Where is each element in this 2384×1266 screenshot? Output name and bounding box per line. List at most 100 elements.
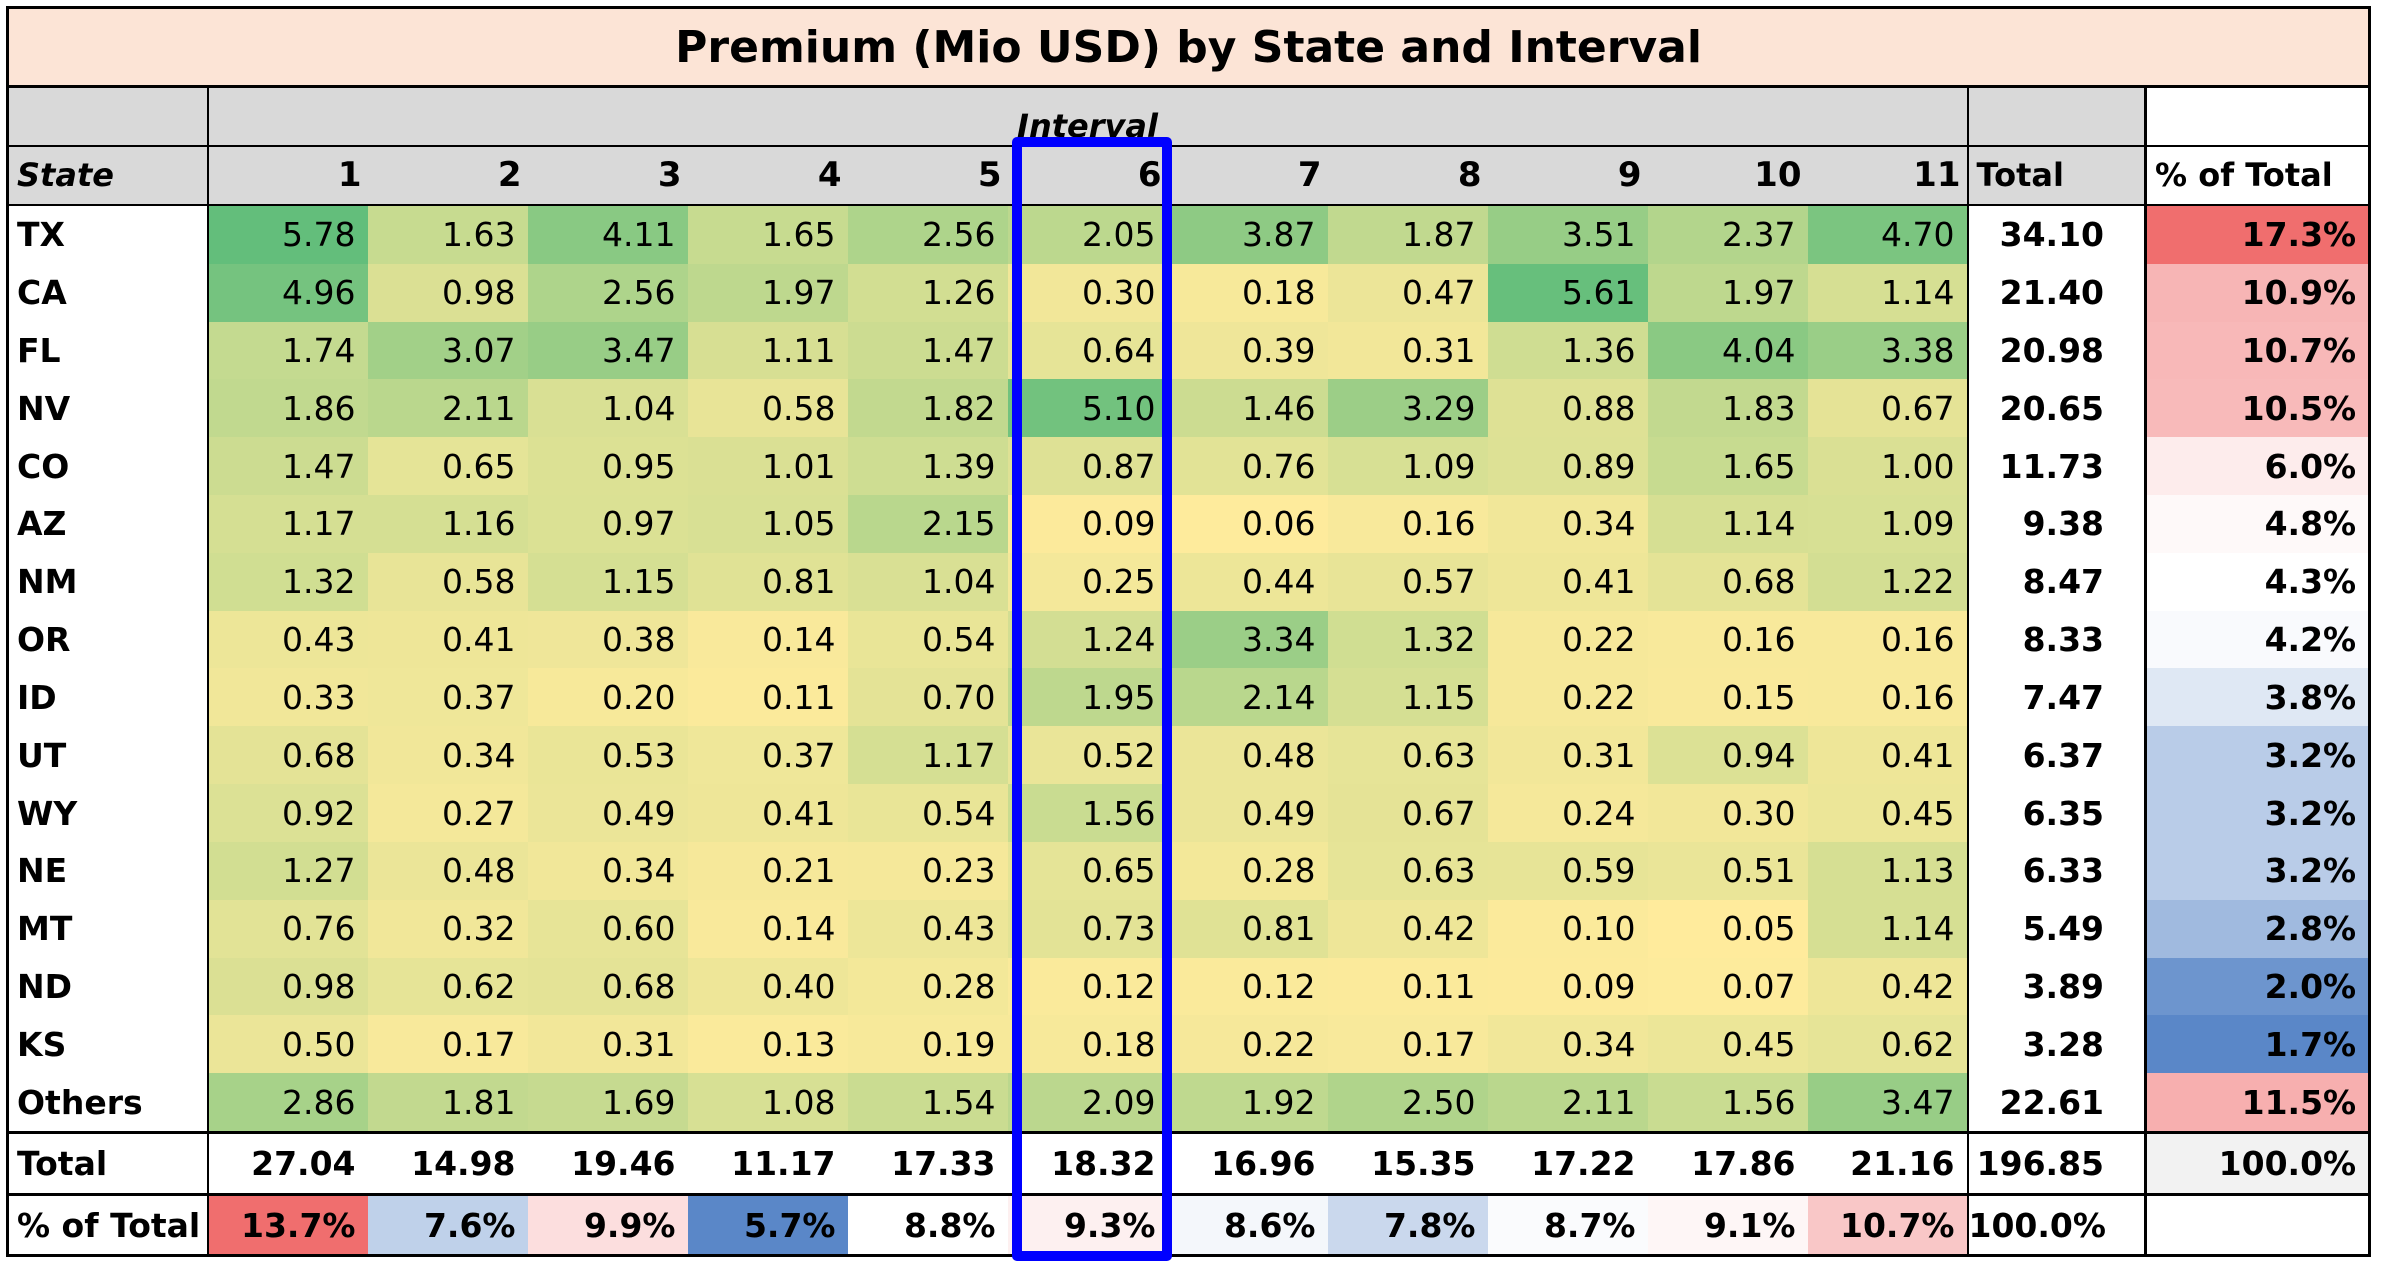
grand-total-cell: 196.85 (1966, 1131, 2147, 1196)
interval-header: Interval (206, 86, 1968, 146)
interval-column-header-3: 3 (527, 144, 688, 206)
value-cell: 5.78 (206, 204, 368, 264)
value-cell: 0.31 (527, 1015, 688, 1074)
value-cell: 0.76 (206, 899, 368, 958)
value-cell: 2.15 (847, 494, 1008, 553)
value-cell: 1.47 (206, 437, 368, 495)
column-pct-total-cell: 100.0% (1966, 1194, 2147, 1257)
value-cell: 0.48 (367, 841, 528, 900)
state-label: ID (6, 668, 208, 727)
row-pct-cell: 10.5% (2145, 379, 2372, 438)
row-total-cell: 6.33 (1966, 841, 2147, 900)
state-label: KS (6, 1015, 208, 1074)
value-cell: 2.50 (1327, 1073, 1488, 1133)
value-cell: 1.04 (527, 379, 688, 438)
interval-column-header-6: 6 (1007, 144, 1168, 206)
value-cell: 1.83 (1647, 379, 1808, 438)
row-pct-cell: 3.2% (2145, 726, 2372, 785)
value-cell: 0.31 (1327, 321, 1488, 380)
state-column-header: State (6, 144, 208, 206)
row-pct-cell: 6.0% (2145, 437, 2372, 495)
value-cell: 3.51 (1487, 204, 1648, 264)
value-cell: 0.22 (1487, 610, 1648, 669)
value-cell: 1.08 (687, 1073, 848, 1133)
value-cell: 0.17 (1327, 1015, 1488, 1074)
column-total-cell: 16.96 (1167, 1131, 1328, 1196)
value-cell: 1.14 (1807, 263, 1968, 322)
value-cell: 0.18 (1167, 263, 1328, 322)
column-pct-cell: 5.7% (687, 1194, 848, 1257)
value-cell: 1.16 (367, 494, 528, 553)
value-cell: 0.89 (1487, 437, 1648, 495)
total-row-label: Total (6, 1131, 208, 1196)
value-cell: 2.86 (206, 1073, 368, 1133)
value-cell: 0.62 (367, 957, 528, 1016)
value-cell: 0.31 (1487, 726, 1648, 785)
value-cell: 1.63 (367, 204, 528, 264)
column-total-cell: 11.17 (687, 1131, 848, 1196)
table-row: ID 0.33 0.37 0.20 0.11 0.70 1.95 2.14 1.15 0.22 0.… (6, 668, 2372, 727)
value-cell: 0.97 (527, 494, 688, 553)
value-cell: 1.46 (1167, 379, 1328, 438)
row-total-cell: 21.40 (1966, 263, 2147, 322)
table-title: Premium (Mio USD) by State and Interval (5, 5, 2372, 89)
value-cell: 0.68 (1647, 552, 1808, 611)
value-cell: 0.49 (527, 784, 688, 842)
value-cell: 0.23 (847, 841, 1008, 900)
row-pct-cell: 3.8% (2145, 668, 2372, 727)
state-label: AZ (6, 494, 208, 553)
value-cell: 0.64 (1007, 321, 1168, 380)
column-total-cell: 18.32 (1007, 1131, 1168, 1196)
value-cell: 0.10 (1487, 899, 1648, 958)
value-cell: 1.95 (1007, 668, 1168, 727)
value-cell: 0.63 (1327, 726, 1488, 785)
state-label: CA (6, 263, 208, 322)
value-cell: 0.49 (1167, 784, 1328, 842)
value-cell: 0.95 (527, 437, 688, 495)
table-row: CO 1.47 0.65 0.95 1.01 1.39 0.87 0.76 1.09 0.89 1.… (6, 437, 2372, 495)
interval-column-header-4: 4 (687, 144, 848, 206)
value-cell: 1.24 (1007, 610, 1168, 669)
value-cell: 0.17 (367, 1015, 528, 1074)
column-pct-cell: 9.1% (1647, 1194, 1808, 1257)
value-cell: 0.60 (527, 899, 688, 958)
value-cell: 1.97 (1647, 263, 1808, 322)
interval-column-header-10: 10 (1647, 144, 1808, 206)
value-cell: 0.47 (1327, 263, 1488, 322)
pct-column-header: % of Total (2145, 144, 2372, 206)
state-label: NV (6, 379, 208, 438)
row-pct-cell: 2.8% (2145, 899, 2372, 958)
interval-column-header-2: 2 (367, 144, 528, 206)
value-cell: 0.94 (1647, 726, 1808, 785)
state-label: ND (6, 957, 208, 1016)
total-column-header: Total (1966, 144, 2147, 206)
table-row: NE 1.27 0.48 0.34 0.21 0.23 0.65 0.28 0.63 0.59 0.… (6, 841, 2372, 900)
value-cell: 0.21 (687, 841, 848, 900)
table-row: WY 0.92 0.27 0.49 0.41 0.54 1.56 0.49 0.67 0.24 0.… (6, 784, 2372, 842)
value-cell: 0.76 (1167, 437, 1328, 495)
table-row: NM 1.32 0.58 1.15 0.81 1.04 0.25 0.44 0.57 0.41 0.… (6, 552, 2372, 611)
value-cell: 0.73 (1007, 899, 1168, 958)
state-label: TX (6, 204, 208, 264)
table-row: OR 0.43 0.41 0.38 0.14 0.54 1.24 3.34 1.32 0.22 0.… (6, 610, 2372, 669)
value-cell: 3.34 (1167, 610, 1328, 669)
value-cell: 0.16 (1807, 668, 1968, 727)
value-cell: 1.69 (527, 1073, 688, 1133)
table-row: CA 4.96 0.98 2.56 1.97 1.26 0.30 0.18 0.47 5.61 1.… (6, 263, 2372, 322)
value-cell: 1.11 (687, 321, 848, 380)
row-pct-cell: 10.9% (2145, 263, 2372, 322)
value-cell: 0.14 (687, 610, 848, 669)
value-cell: 0.24 (1487, 784, 1648, 842)
value-cell: 5.61 (1487, 263, 1648, 322)
interval-column-header-5: 5 (847, 144, 1008, 206)
value-cell: 3.07 (367, 321, 528, 380)
value-cell: 1.92 (1167, 1073, 1328, 1133)
row-pct-cell: 3.2% (2145, 841, 2372, 900)
value-cell: 0.65 (1007, 841, 1168, 900)
row-total-cell: 6.37 (1966, 726, 2147, 785)
row-total-cell: 3.28 (1966, 1015, 2147, 1074)
interval-column-header-1: 1 (206, 144, 368, 206)
value-cell: 1.04 (847, 552, 1008, 611)
column-total-cell: 17.22 (1487, 1131, 1648, 1196)
value-cell: 2.11 (367, 379, 528, 438)
